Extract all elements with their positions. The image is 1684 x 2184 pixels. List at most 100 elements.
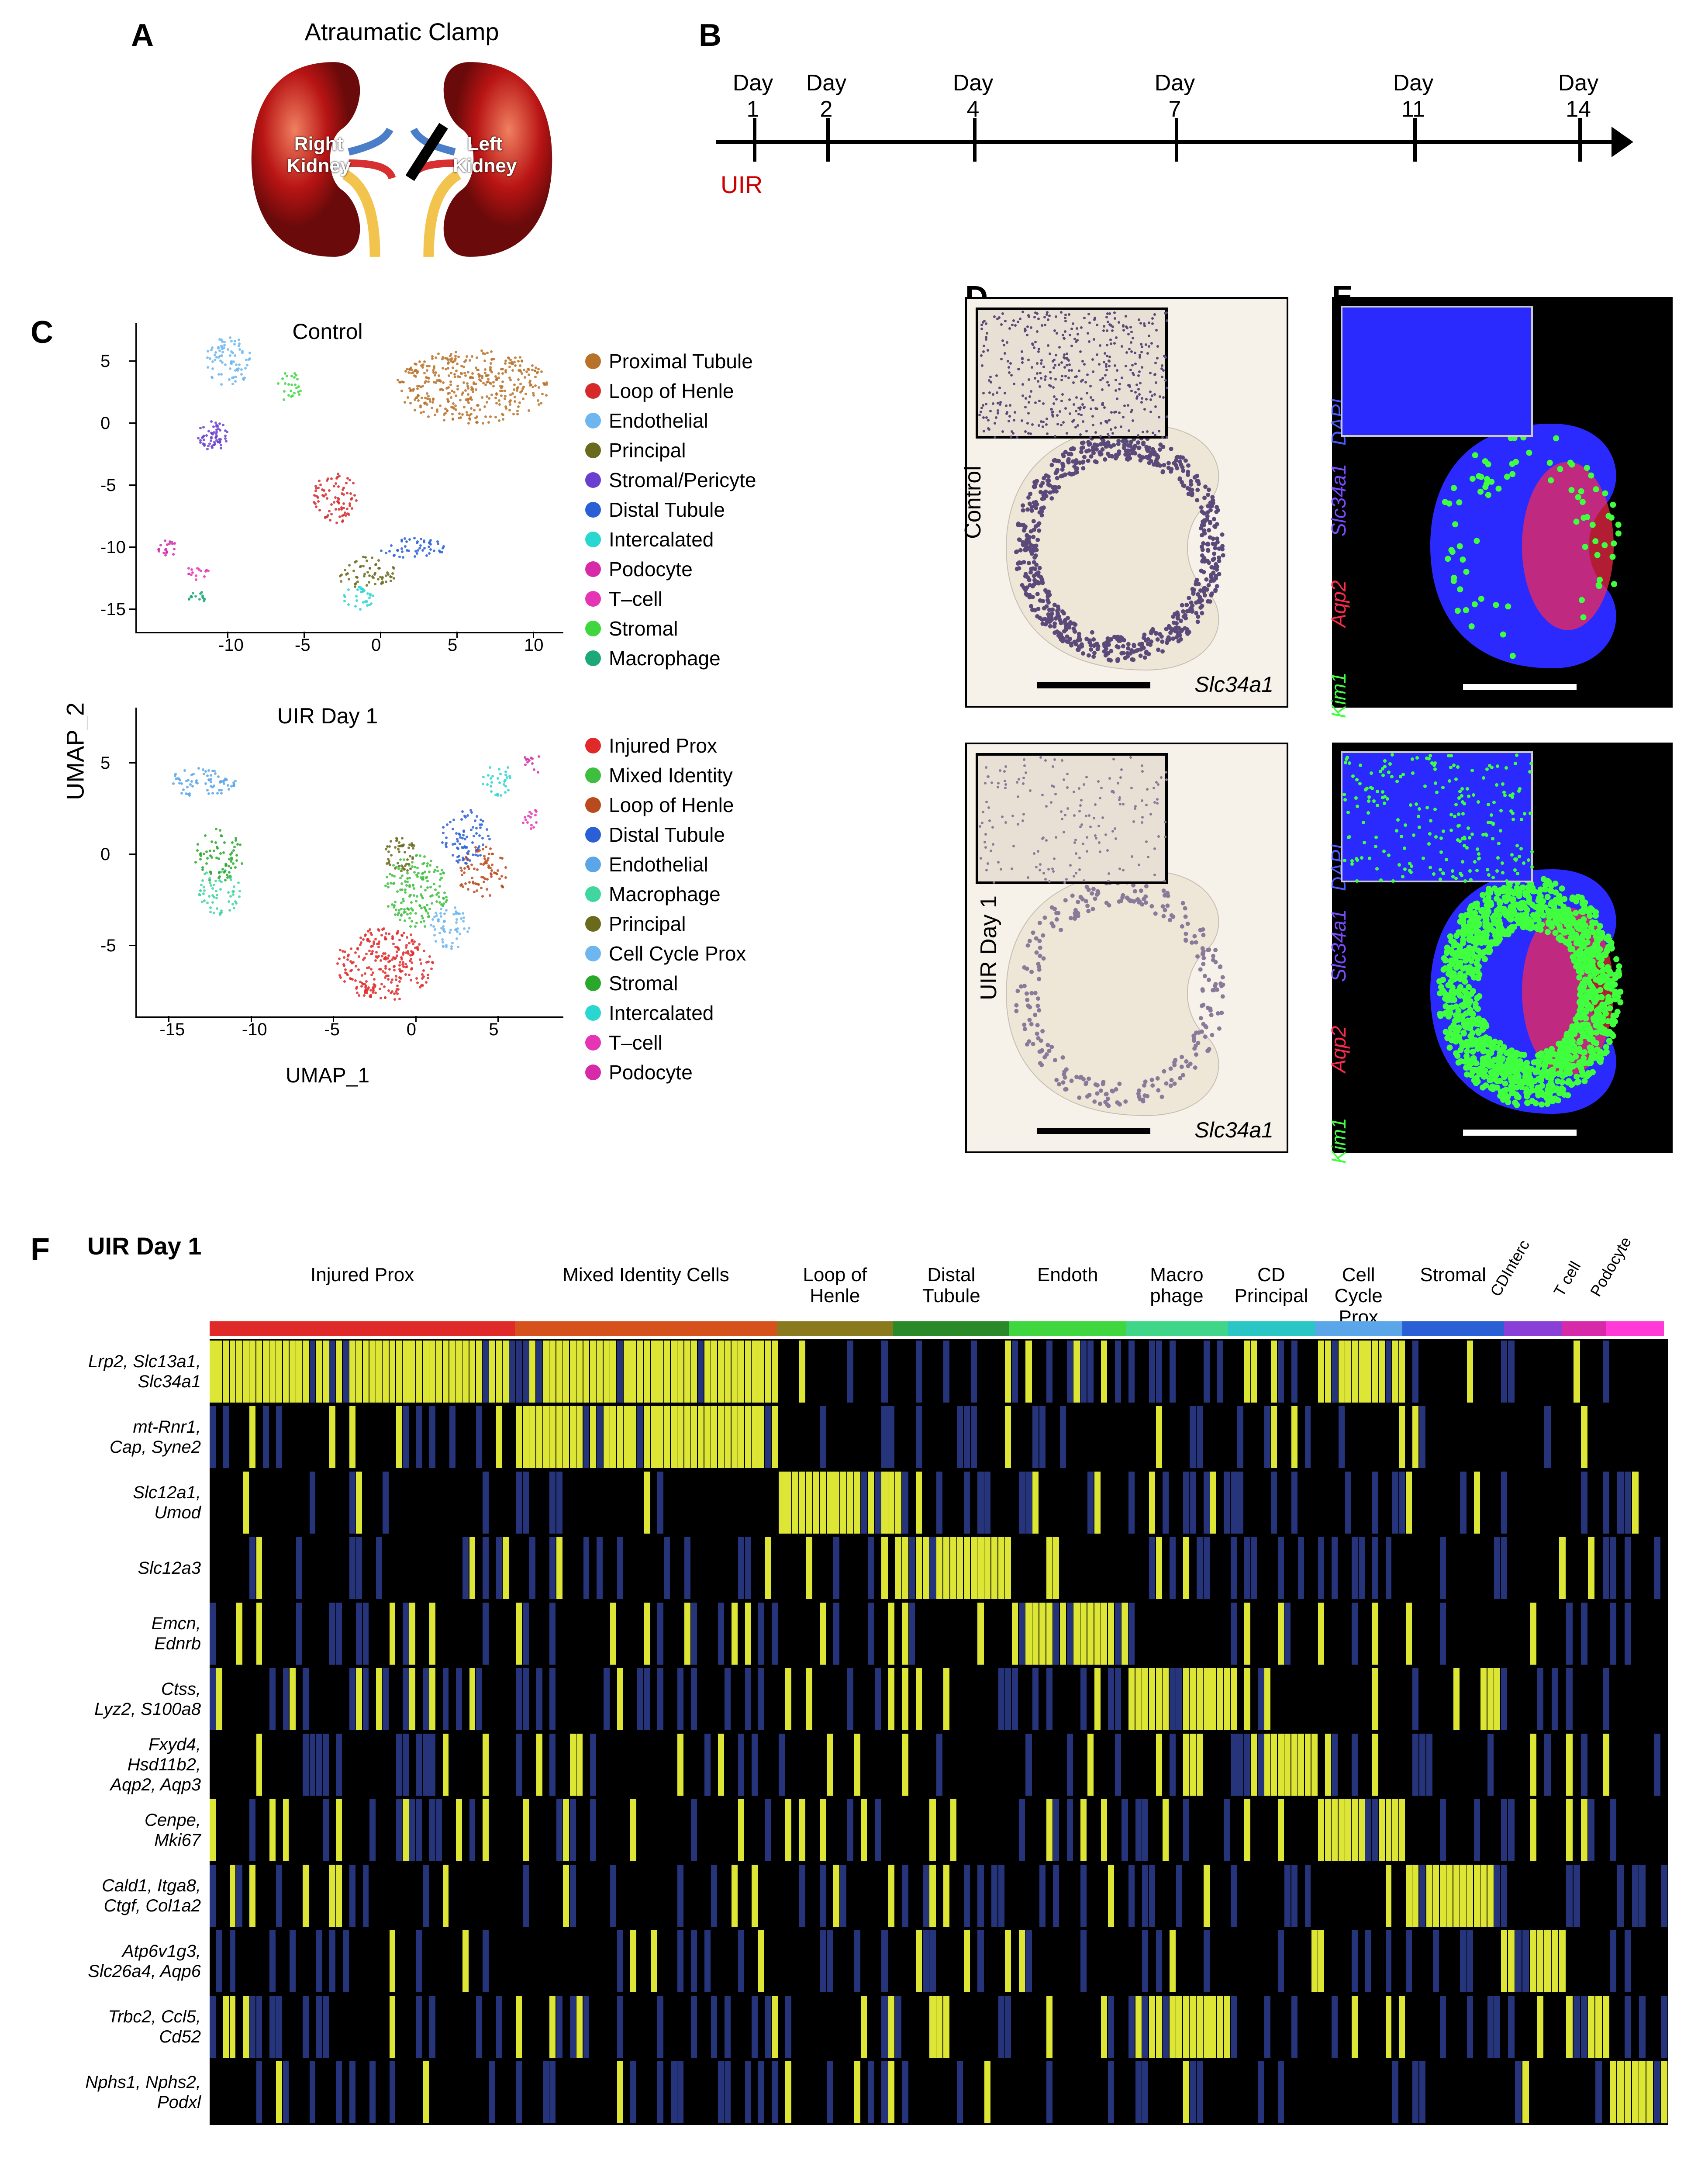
y-tick-label: -5 [100,476,116,495]
legend-label: Endothelial [609,409,708,432]
ish-gene-label: Slc34a1 [1194,672,1273,697]
legend-item: Stromal/Pericyte [585,468,756,492]
heatmap-col-bar [1228,1321,1315,1336]
legend-label: Endothelial [609,853,708,876]
x-tick-label: -10 [242,1020,267,1040]
left-kidney: Left Kidney [406,55,563,264]
scalebar [1037,682,1150,688]
timeline-day-label: Day 2 [806,70,846,122]
legend-item: Podocyte [585,557,756,581]
ish-gene-label: Slc34a1 [1194,1117,1273,1143]
if-channel-label: Slc34a1 [1327,909,1350,982]
x-tick-label: 0 [371,636,381,655]
legend-dot-icon [585,591,601,607]
legend-label: Loop of Henle [609,379,734,403]
x-tick-label: -5 [295,636,311,655]
scalebar [1037,1128,1150,1134]
legend-item: Principal [585,912,746,936]
y-tick-label: 5 [100,753,110,773]
legend-item: Loop of Henle [585,379,756,403]
scalebar [1463,1130,1577,1136]
y-tick-label: 0 [100,414,110,433]
if-inset [1341,306,1533,437]
legend-label: Macrophage [609,646,721,670]
legend-label: Distal Tubule [609,823,725,847]
y-tick-label: 5 [100,352,110,371]
heatmap-row-label: Atp6v1g3, Slc26a4, Aqp6 [44,1928,210,1994]
legend-dot-icon [585,383,601,399]
heatmap-col-bar [1402,1321,1504,1336]
legend-dot-icon [585,975,601,991]
heatmap-col-bar [893,1321,1009,1336]
legend-dot-icon [585,946,601,961]
heatmap-row-label: Trbc2, Ccl5, Cd52 [44,1994,210,2060]
heatmap-row-label: Fxyd4, Hsd11b2, Aqp2, Aqp3 [44,1732,210,1797]
legend-label: Podocyte [609,1061,693,1084]
panel-e: DAPISlc34a1Aqp2Kim1DAPISlc34a1Aqp2Kim1 [1332,297,1681,1171]
legend-label: T–cell [609,1031,663,1054]
timeline-tick [1175,118,1178,162]
y-tick-label: -5 [100,936,116,956]
legend-label: Cell Cycle Prox [609,942,746,965]
heatmap-row-labels: Lrp2, Slc13a1, Slc34a1mt-Rnr1, Cap, Syne… [44,1339,210,2125]
legend-item: Intercalated [585,1001,746,1025]
scalebar [1463,684,1577,690]
heatmap-col-label: Injured Prox [311,1265,414,1286]
legend-item: Mixed Identity [585,764,746,787]
legend-dot-icon [585,442,601,458]
heatmap-col-bar [515,1321,776,1336]
heatmap-body: Lrp2, Slc13a1, Slc34a1mt-Rnr1, Cap, Syne… [44,1339,1668,2125]
legend-item: Loop of Henle [585,793,746,817]
timeline-day-label: Day 4 [953,70,993,122]
heatmap-col-label: Stromal [1420,1265,1486,1286]
umap-control-block: Control -10-50510-15-10-505 Proximal Tub… [87,314,939,673]
legend-dot-icon [585,1005,601,1021]
if-inset [1341,751,1533,882]
umap-uir-legend: Injured Prox Mixed Identity Loop of Henle D… [585,699,746,1084]
legend-label: Intercalated [609,1001,714,1025]
x-tick-label: 5 [448,636,457,655]
legend-item: Cell Cycle Prox [585,942,746,965]
legend-label: Intercalated [609,528,714,551]
legend-label: Injured Prox [609,734,717,757]
timeline-arrow-icon [1612,127,1633,157]
panel-a: Atraumatic Clamp Right Ki [140,17,664,280]
legend-item: T–cell [585,587,756,611]
x-tick-label: 10 [524,636,544,655]
y-tick-label: -15 [100,600,126,619]
legend-label: Principal [609,439,686,462]
left-kidney-label: Left Kidney [406,133,563,177]
legend-label: Podocyte [609,557,693,581]
legend-item: Macrophage [585,882,746,906]
y-tick-label: 0 [100,845,110,864]
heatmap-column-bar [210,1321,1664,1336]
legend-label: Macrophage [609,882,721,906]
timeline-day-label: Day 1 [733,70,773,122]
umap-uir-block: UIR Day 1 UMAP_1 -15-10-505-505 Injured … [87,699,939,1084]
x-tick-label: 5 [489,1020,498,1040]
legend-dot-icon [585,886,601,902]
legend-dot-icon [585,353,601,369]
ish-condition-label: Control [960,466,986,539]
heatmap-row-label: Ctss, Lyz2, S100a8 [44,1666,210,1732]
heatmap-col-label: T cell [1550,1258,1584,1299]
heatmap-row-label: Cald1, Itga8, Ctgf, Col1a2 [44,1863,210,1928]
umap-control-legend: Proximal TubuleLoop of HenleEndothelialP… [585,314,756,670]
right-kidney-label: Right Kidney [240,133,397,177]
legend-label: Stromal/Pericyte [609,468,756,492]
heatmap-row-label: Nphs1, Nphs2, Podxl [44,2060,210,2125]
legend-dot-icon [585,767,601,783]
legend-label: Stromal [609,617,678,640]
x-tick-label: -5 [324,1020,340,1040]
legend-label: Stromal [609,971,678,995]
timeline-day-label: Day 11 [1393,70,1433,122]
x-tick-label: -15 [159,1020,185,1040]
legend-dot-icon [585,561,601,577]
heatmap-col-bar [1606,1321,1664,1336]
heatmap-col-bar [1009,1321,1125,1336]
legend-dot-icon [585,857,601,872]
heatmap-row-label: Slc12a1, Umod [44,1470,210,1535]
timeline-line [716,140,1616,144]
kidney-pair: Right Kidney [140,55,664,264]
heatmap-col-label: Mixed Identity Cells [562,1265,729,1286]
